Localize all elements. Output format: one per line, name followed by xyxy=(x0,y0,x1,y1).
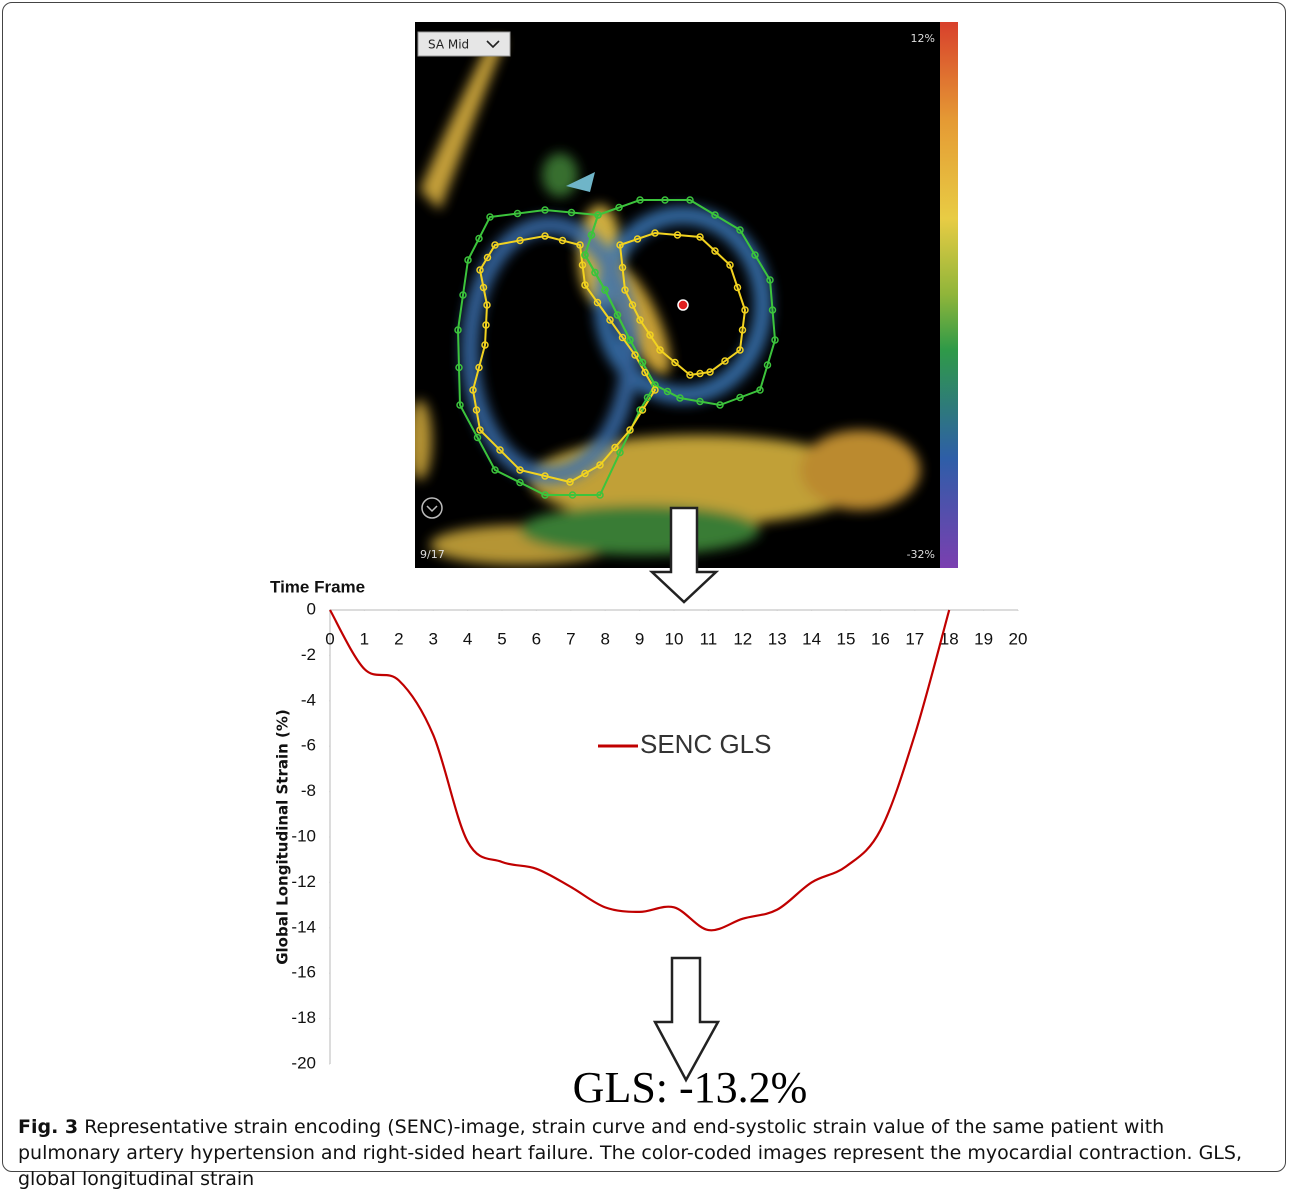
x-tick-label: 11 xyxy=(700,629,718,648)
senc-image: SA Mid 12% -32% 9/17 xyxy=(408,22,958,568)
x-tick-label: 12 xyxy=(733,629,752,648)
y-tick-label: -16 xyxy=(291,963,316,982)
x-tick-label: 1 xyxy=(360,629,369,648)
x-tick-label: 3 xyxy=(428,629,437,648)
x-tick-label: 14 xyxy=(802,629,821,648)
x-tick-label: 4 xyxy=(463,629,472,648)
x-tick-label: 7 xyxy=(566,629,575,648)
x-tick-label: 9 xyxy=(635,629,644,648)
x-tick-label: 15 xyxy=(837,629,856,648)
caption-label: Fig. 3 xyxy=(18,1116,78,1138)
x-tick-label: 20 xyxy=(1009,629,1028,648)
y-tick-label: -18 xyxy=(291,1008,316,1027)
y-tick-label: 0 xyxy=(307,599,316,618)
frame-counter: 9/17 xyxy=(420,548,445,561)
caption: Fig. 3 Representative strain encoding (S… xyxy=(18,1114,1268,1192)
series-line xyxy=(330,610,949,930)
strain-chart: Time Frame Global Longitudinal Strain (%… xyxy=(270,577,1027,1072)
x-axis-title: Time Frame xyxy=(270,577,365,596)
x-tick-label: 16 xyxy=(871,629,890,648)
x-tick-label: 13 xyxy=(768,629,787,648)
x-tick-label: 0 xyxy=(325,629,334,648)
y-tick-label: -20 xyxy=(291,1053,316,1072)
y-tick-label: -4 xyxy=(301,690,316,709)
y-tick-label: -2 xyxy=(301,645,316,664)
y-axis-title: Global Longitudinal Strain (%) xyxy=(274,709,292,965)
scale-min: -32% xyxy=(907,548,935,561)
arrow xyxy=(655,958,718,1080)
x-tick-label: 6 xyxy=(532,629,541,648)
gls-result: GLS: -13.2% xyxy=(573,1063,808,1110)
x-tick-label: 8 xyxy=(600,629,609,648)
figure: SA Mid 12% -32% 9/17 Time Frame Global L… xyxy=(0,0,1290,1110)
x-tick-label: 19 xyxy=(974,629,993,648)
x-tick-label: 2 xyxy=(394,629,403,648)
y-tick-label: -8 xyxy=(301,781,316,800)
x-tick-label: 5 xyxy=(497,629,506,648)
x-tick-label: 10 xyxy=(665,629,684,648)
view-selector-label: SA Mid xyxy=(428,38,469,52)
y-tick-label: -14 xyxy=(291,917,316,936)
legend-label: SENC GLS xyxy=(640,729,772,759)
y-tick-label: -12 xyxy=(291,872,316,891)
scale-max: 12% xyxy=(911,32,935,45)
x-tick-label: 17 xyxy=(905,629,924,648)
y-tick-label: -6 xyxy=(301,736,316,755)
y-tick-label: -10 xyxy=(291,826,316,845)
caption-text: Representative strain encoding (SENC)-im… xyxy=(18,1116,1242,1190)
